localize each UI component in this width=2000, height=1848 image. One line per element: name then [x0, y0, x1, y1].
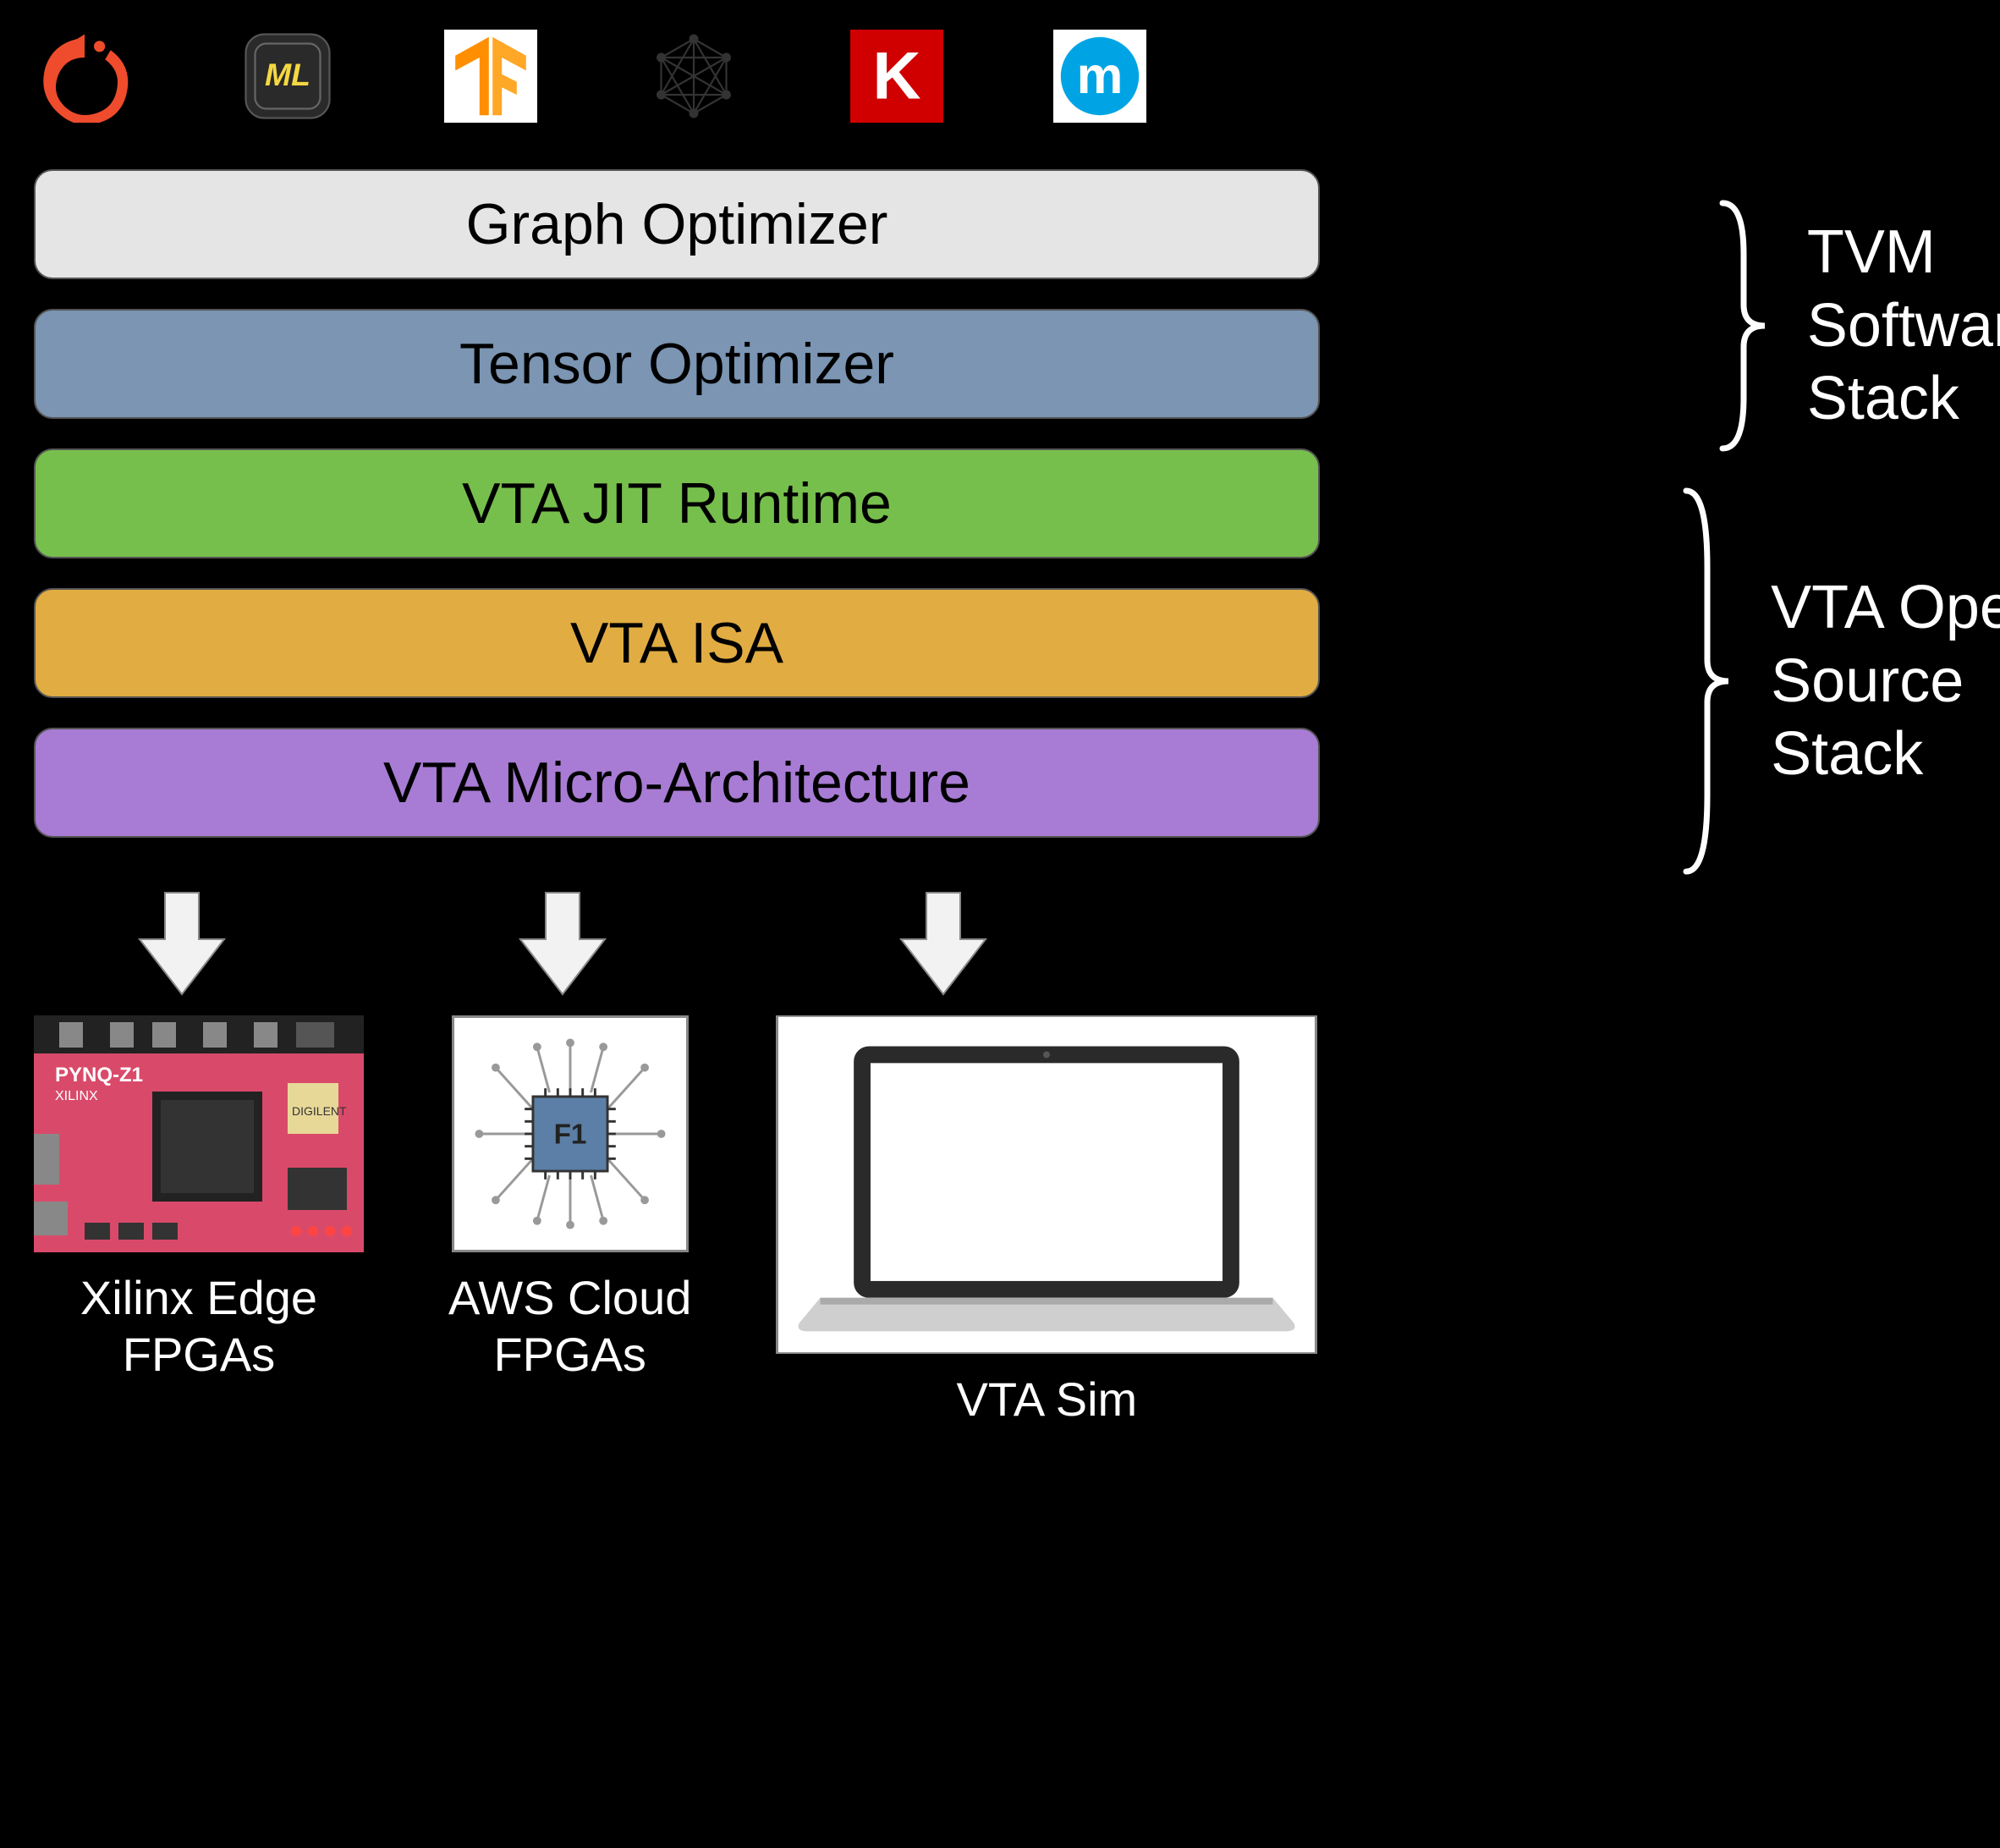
- vta-sim-label: VTA Sim: [957, 1371, 1138, 1427]
- targets-row: PYNQ-Z1 XILINX DIGILENT: [34, 1015, 1345, 1427]
- vta-jit-runtime-box: VTA JIT Runtime: [34, 448, 1320, 558]
- tensorflow-icon: [440, 25, 541, 127]
- arrows-row: [34, 888, 1345, 998]
- tensor-optimizer-box: Tensor Optimizer: [34, 309, 1320, 419]
- tvm-bracket-label: TVM Software Stack: [1807, 216, 2000, 435]
- svg-text:PYNQ-Z1: PYNQ-Z1: [55, 1064, 143, 1086]
- vta-bracket-label: VTA Open Source Stack: [1771, 571, 2000, 790]
- mxnet-icon: m: [1049, 25, 1151, 127]
- aws-target: F1 AWS Cloud FPGAs: [448, 1015, 691, 1383]
- pytorch-icon: [34, 25, 135, 127]
- vta-stack-diagram: ML: [34, 25, 1345, 1427]
- xilinx-label: Xilinx Edge FPGAs: [80, 1269, 317, 1383]
- down-arrow-icon: [516, 888, 609, 998]
- onnx-icon: [643, 25, 745, 127]
- coreml-icon: ML: [237, 25, 338, 127]
- svg-text:DIGILENT: DIGILENT: [292, 1104, 347, 1118]
- down-arrow-icon: [897, 888, 990, 998]
- vta-isa-box: VTA ISA: [34, 588, 1320, 698]
- tvm-bracket: TVM Software Stack: [1714, 195, 2000, 457]
- svg-text:XILINX: XILINX: [55, 1089, 98, 1103]
- framework-icons-row: ML: [34, 25, 1345, 127]
- vta-bracket: VTA Open Source Stack: [1678, 482, 2000, 880]
- stack-container: Graph Optimizer Tensor Optimizer VTA JIT R…: [34, 169, 1345, 838]
- svg-text:K: K: [872, 37, 920, 113]
- keras-icon: K: [846, 25, 948, 127]
- svg-text:ML: ML: [265, 57, 310, 92]
- svg-text:m: m: [1077, 47, 1124, 105]
- vta-sim-target: VTA Sim: [776, 1015, 1317, 1427]
- aws-label: AWS Cloud FPGAs: [448, 1269, 691, 1383]
- vta-micro-architecture-box: VTA Micro-Architecture: [34, 728, 1320, 838]
- xilinx-target: PYNQ-Z1 XILINX DIGILENT: [34, 1015, 364, 1383]
- svg-text:F1: F1: [553, 1119, 586, 1151]
- down-arrow-icon: [135, 888, 228, 998]
- graph-optimizer-box: Graph Optimizer: [34, 169, 1320, 279]
